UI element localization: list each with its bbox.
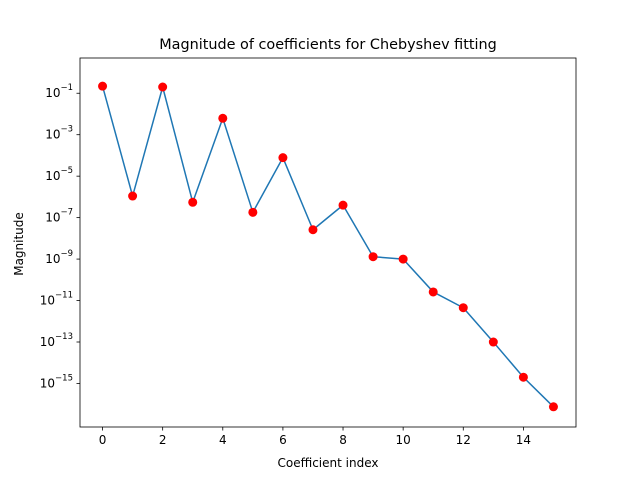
x-tick-label: 10 [396,433,411,447]
x-tick-label: 6 [279,433,287,447]
data-point [518,372,528,382]
data-point [368,252,378,262]
y-tick-label: 10−7 [45,208,73,225]
data-point [398,254,408,264]
data-point [98,81,108,91]
axes-frame [79,57,577,428]
data-point [128,191,138,201]
plot-area: 0 2 4 6 8 10 12 14 10−1 10−3 10−5 10−7 10−9 10−11 10−1… [40,57,577,447]
x-tick-label: 0 [99,433,107,447]
data-point [428,287,438,297]
y-tick-label: 10−9 [45,249,73,266]
data-point [458,303,468,313]
data-point [548,402,558,412]
x-tick-label: 12 [456,433,471,447]
y-tick-label: 10−3 [45,125,73,142]
x-tick-label: 4 [219,433,227,447]
y-tick-label: 10−13 [40,332,73,349]
data-point [308,225,318,235]
x-axis-label: Coefficient index [278,456,379,470]
x-tick-label: 8 [339,433,347,447]
y-tick-label: 10−1 [45,83,73,100]
data-point [218,113,228,123]
data-point [338,200,348,210]
y-tick-label: 10−11 [40,291,73,308]
x-tick-label: 14 [516,433,531,447]
data-point [158,82,168,92]
data-point [248,207,258,217]
y-axis-label: Magnitude [12,212,26,276]
data-point [488,337,498,347]
chart-title: Magnitude of coefficients for Chebyshev … [159,37,497,53]
series-line [101,85,554,408]
y-tick-label: 10−5 [45,166,73,183]
data-point [278,153,288,163]
data-point [188,197,198,207]
x-tick-label: 2 [159,433,167,447]
y-tick-label: 10−15 [40,373,73,390]
